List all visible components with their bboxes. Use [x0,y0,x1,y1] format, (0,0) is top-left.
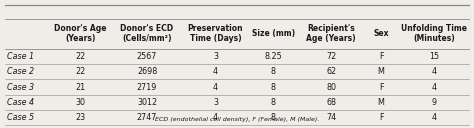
Text: 8: 8 [271,83,276,92]
Text: Unfolding Time
(Minutes): Unfolding Time (Minutes) [401,24,467,43]
Text: 68: 68 [326,98,336,107]
Text: Case 2: Case 2 [7,67,34,76]
Text: 72: 72 [326,52,336,61]
Text: F: F [379,113,383,122]
Text: Case 5: Case 5 [7,113,34,122]
Text: 8: 8 [271,113,276,122]
Text: 2719: 2719 [137,83,157,92]
Text: ECD (endothelial cell density), F (Female), M (Male).: ECD (endothelial cell density), F (Femal… [155,117,319,122]
Text: 8.25: 8.25 [264,52,282,61]
Text: 15: 15 [428,52,439,61]
Text: 4: 4 [431,113,436,122]
Text: Preservation
Time (Days): Preservation Time (Days) [188,24,243,43]
Text: Case 4: Case 4 [7,98,34,107]
Text: 22: 22 [75,67,86,76]
Text: 74: 74 [326,113,336,122]
Text: F: F [379,52,383,61]
Text: 4: 4 [213,83,218,92]
Text: M: M [378,98,384,107]
Text: 4: 4 [431,83,436,92]
Text: 30: 30 [75,98,85,107]
Text: 4: 4 [213,67,218,76]
Text: 23: 23 [75,113,85,122]
Text: 4: 4 [431,67,436,76]
Text: Case 1: Case 1 [7,52,34,61]
Text: 62: 62 [326,67,336,76]
Text: 2747: 2747 [137,113,157,122]
Text: 9: 9 [431,98,436,107]
Text: Donor's Age
(Years): Donor's Age (Years) [54,24,107,43]
Text: Recipient's
Age (Years): Recipient's Age (Years) [306,24,356,43]
Text: 2698: 2698 [137,67,157,76]
Text: 3: 3 [213,98,218,107]
Text: 2567: 2567 [137,52,157,61]
Text: 8: 8 [271,67,276,76]
Text: 21: 21 [75,83,85,92]
Text: F: F [379,83,383,92]
Text: 3012: 3012 [137,98,157,107]
Text: Size (mm): Size (mm) [252,29,295,38]
Text: Sex: Sex [374,29,389,38]
Text: 22: 22 [75,52,86,61]
Text: 4: 4 [213,113,218,122]
Text: Donor's ECD
(Cells/mm²): Donor's ECD (Cells/mm²) [120,24,173,43]
Text: 3: 3 [213,52,218,61]
Text: M: M [378,67,384,76]
Text: Case 3: Case 3 [7,83,34,92]
Text: 8: 8 [271,98,276,107]
Text: 80: 80 [326,83,336,92]
